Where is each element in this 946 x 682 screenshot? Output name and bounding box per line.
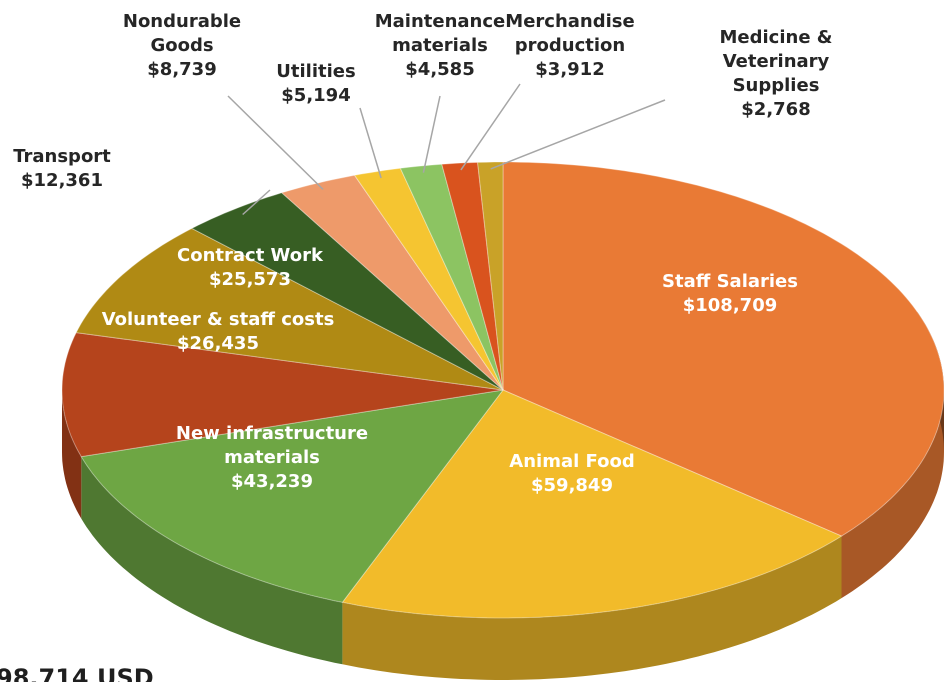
category-name: New infrastructure materials [175,423,369,468]
category-name: Transport [13,146,111,167]
value-label: $3,912 [535,59,605,80]
category-name: Animal Food [509,451,635,472]
leader-line [242,189,271,216]
pie-side [342,536,842,680]
pie-slice [353,167,504,391]
category-name: Merchandise production [505,11,635,56]
value-label: $43,239 [231,471,313,492]
slice-label: Staff Salaries $108,709 [580,270,880,318]
value-label: $108,709 [682,295,778,316]
pie-slice [477,161,504,391]
category-name: Maintenance materials [374,11,506,56]
leader-line [359,107,382,179]
leader-line [227,95,324,190]
category-name: Volunteer & staff costs [101,309,335,330]
value-label: $59,849 [531,475,613,496]
pie-side [841,390,944,599]
slice-label: Transport $12,361 [0,145,127,193]
category-name: Staff Salaries [662,271,798,292]
leader-line [490,99,666,170]
slice-label: Medicine & Veterinary Supplies $2,768 [701,26,851,122]
leader-line [460,83,521,171]
slice-label: Volunteer & staff costs $26,435 [78,308,358,356]
slice-label: Animal Food $59,849 [472,450,672,498]
total-label: 98,714 USD [0,664,154,682]
slice-label: Contract Work $25,573 [140,244,360,292]
pie-slice [399,163,504,391]
value-label: $2,768 [741,99,811,120]
slice-label: Utilities $5,194 [261,60,371,108]
value-label: $4,585 [405,59,475,80]
pie-slice [502,161,945,537]
value-label: $5,194 [281,85,351,106]
value-label: $26,435 [177,333,259,354]
pie-slice [441,161,504,391]
pie-slice [61,332,504,458]
value-label: $8,739 [147,59,217,80]
pie-slice [75,227,504,391]
slice-label: Nondurable Goods $8,739 [112,10,252,82]
category-name: Contract Work [177,245,323,266]
pie-side [62,390,82,519]
pie-side [81,456,343,665]
pie-slice [190,192,504,391]
slice-label: New infrastructure materials $43,239 [147,422,397,494]
category-name: Utilities [276,61,356,82]
value-label: $12,361 [21,170,103,191]
slice-label: Merchandise production $3,912 [495,10,645,82]
leader-line [422,95,441,173]
value-label: $25,573 [209,269,291,290]
pie-slice [341,389,843,619]
category-name: Medicine & Veterinary Supplies [719,27,833,96]
slice-label: Maintenance materials $4,585 [370,10,510,82]
category-name: Nondurable Goods [122,11,242,56]
pie-slice [80,389,505,603]
